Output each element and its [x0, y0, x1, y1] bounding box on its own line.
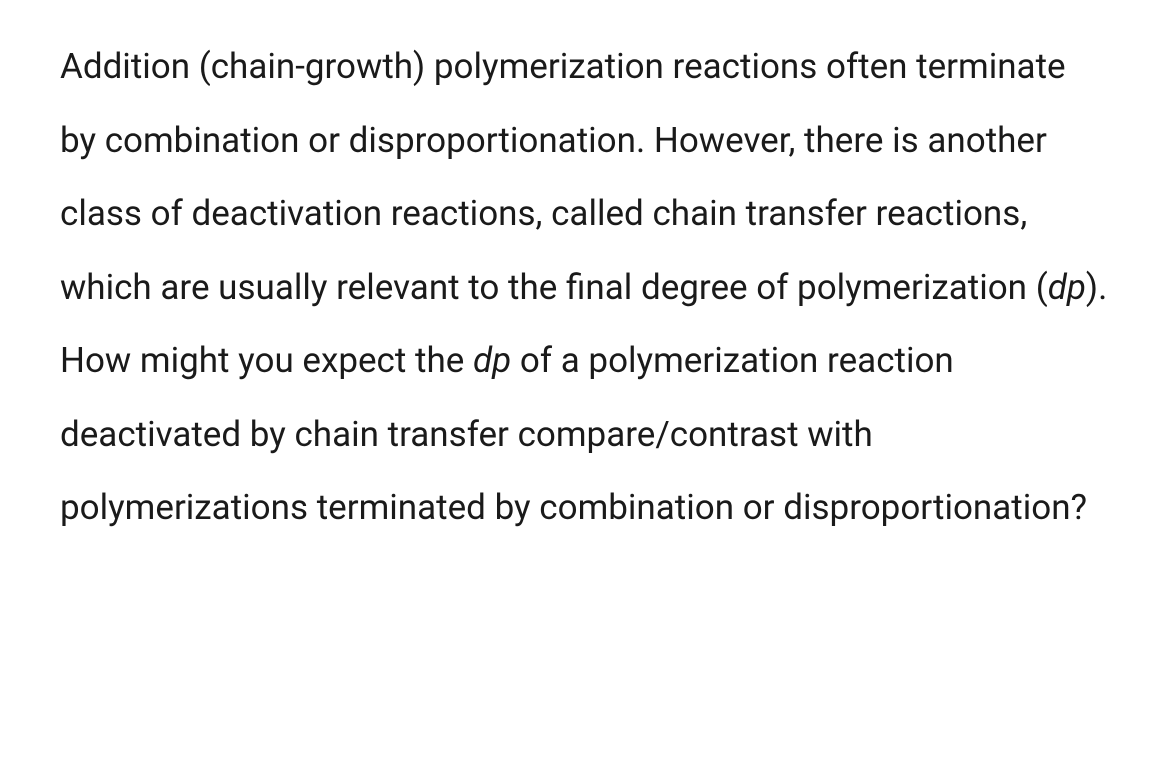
italic-term: dp — [1048, 267, 1086, 308]
question-paragraph: Addition (chain-growth) polymerization r… — [60, 30, 1110, 545]
italic-term: dp — [473, 340, 511, 381]
text-segment: Addition (chain-growth) polymerization r… — [60, 46, 1066, 308]
